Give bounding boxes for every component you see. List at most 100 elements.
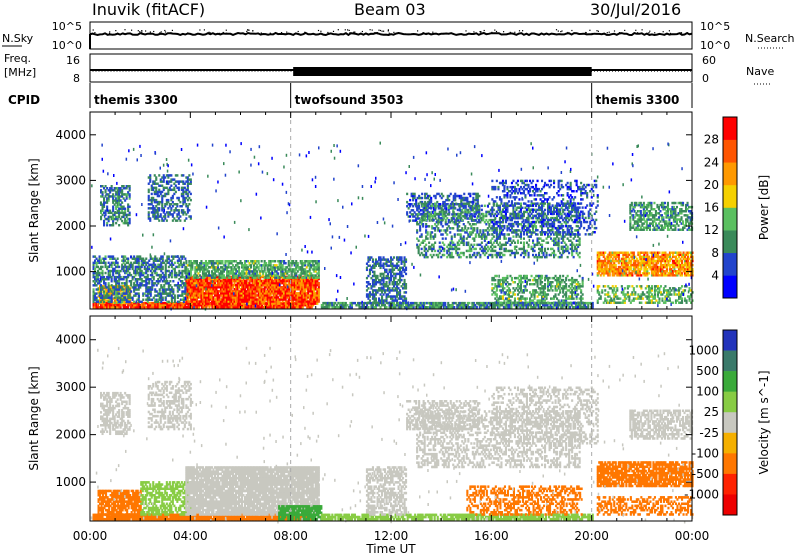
scatter-cell [250,304,253,307]
nsearch-point [422,32,424,34]
scatter-cell [192,276,195,279]
scatter-cell [278,276,281,279]
scatter-cell [284,276,287,279]
scatter-cell [233,283,236,287]
scatter-cell [226,300,229,303]
scatter-cell [203,306,206,309]
scatter-cell [174,190,177,194]
scatter-cell [305,272,308,275]
scatter-cell [179,306,182,309]
scatter-cell [183,219,186,222]
scatter-cell [259,264,262,267]
scatter-cell [195,268,198,271]
scatter-cell [272,266,275,269]
scatter-cell [216,283,219,287]
scatter-cell [289,276,292,279]
scatter-cell [290,294,293,297]
scatter-cell [295,260,298,263]
scatter-cell [268,292,271,295]
scatter-cell [468,301,471,305]
scatter-cell [281,296,284,299]
scatter-cell [131,265,134,269]
scatter-cell [284,296,287,299]
scatter-cell [268,262,271,265]
scatter-cell [295,279,298,283]
scatter-cell [212,288,215,291]
scatter-cell [179,200,182,204]
scatter-cell [284,290,287,293]
scatter-cell [442,194,445,198]
scatter-cell [121,286,124,289]
scatter-cell [274,300,277,303]
scatter-cell [314,294,317,297]
scatter-cell [248,300,251,303]
scatter-cell [238,270,241,273]
scatter-cell [170,304,173,307]
nsearch-point [417,30,419,32]
scatter-cell [235,304,238,307]
scatter-cell [200,277,203,281]
scatter-cell [226,266,229,269]
scatter-cell [218,283,221,287]
scatter-cell [226,260,229,263]
scatter-cell [107,197,110,200]
scatter-cell [171,200,174,204]
scatter-cell [268,304,271,307]
scatter-cell [224,281,227,285]
scatter-cell [184,269,187,273]
scatter-cell [188,283,191,287]
scatter-cell [107,286,110,289]
scatter-cell [344,301,347,305]
scatter-cell [221,262,224,265]
scatter-cell [241,266,244,269]
scatter-cell [274,292,277,295]
scatter-cell [195,276,198,279]
scatter-cell [406,192,409,196]
scatter-cell [230,270,233,273]
scatter-cell [281,288,284,291]
scatter-cell [293,264,296,267]
scatter-cell [284,292,287,295]
scatter-cell [197,304,200,307]
scatter-cell [213,268,216,271]
scatter-cell [274,296,277,299]
scatter-cell [281,279,284,283]
scatter-cell [281,270,284,273]
scatter-cell [247,306,250,309]
scatter-cell [147,182,150,185]
scatter-cell [197,281,200,285]
scatter-cell [254,279,257,283]
scatter-cell [238,300,241,303]
scatter-cell [295,274,298,277]
scatter-cell [420,247,423,251]
scatter-cell [200,276,203,279]
scatter-cell [265,277,268,281]
scatter-cell [407,207,410,210]
nsearch-point [153,30,155,33]
scatter-cell [177,196,180,200]
scatter-cell [167,306,170,309]
scatter-cell [121,189,124,192]
scatter-cell [307,277,310,281]
scatter-cell [388,281,391,284]
scatter-cell [245,277,248,281]
scatter-cell [188,288,191,291]
scatter-cell [201,281,204,285]
scatter-cell [232,276,235,279]
scatter-cell [244,288,247,291]
scatter-cell [148,306,151,309]
scatter-cell [191,275,194,279]
scatter-cell [271,277,274,281]
scatter-cell [221,279,224,283]
scatter-cell [221,276,224,279]
scatter-cell [264,304,267,307]
scatter-cell [210,270,213,273]
scatter-cell [194,260,197,263]
scatter-cell [227,279,230,283]
scatter-cell [284,300,287,303]
scatter-cell [277,272,280,275]
scatter-cell [294,304,297,307]
scatter-cell [215,294,218,297]
scatter-cell [238,306,241,309]
scatter-cell [161,257,164,260]
